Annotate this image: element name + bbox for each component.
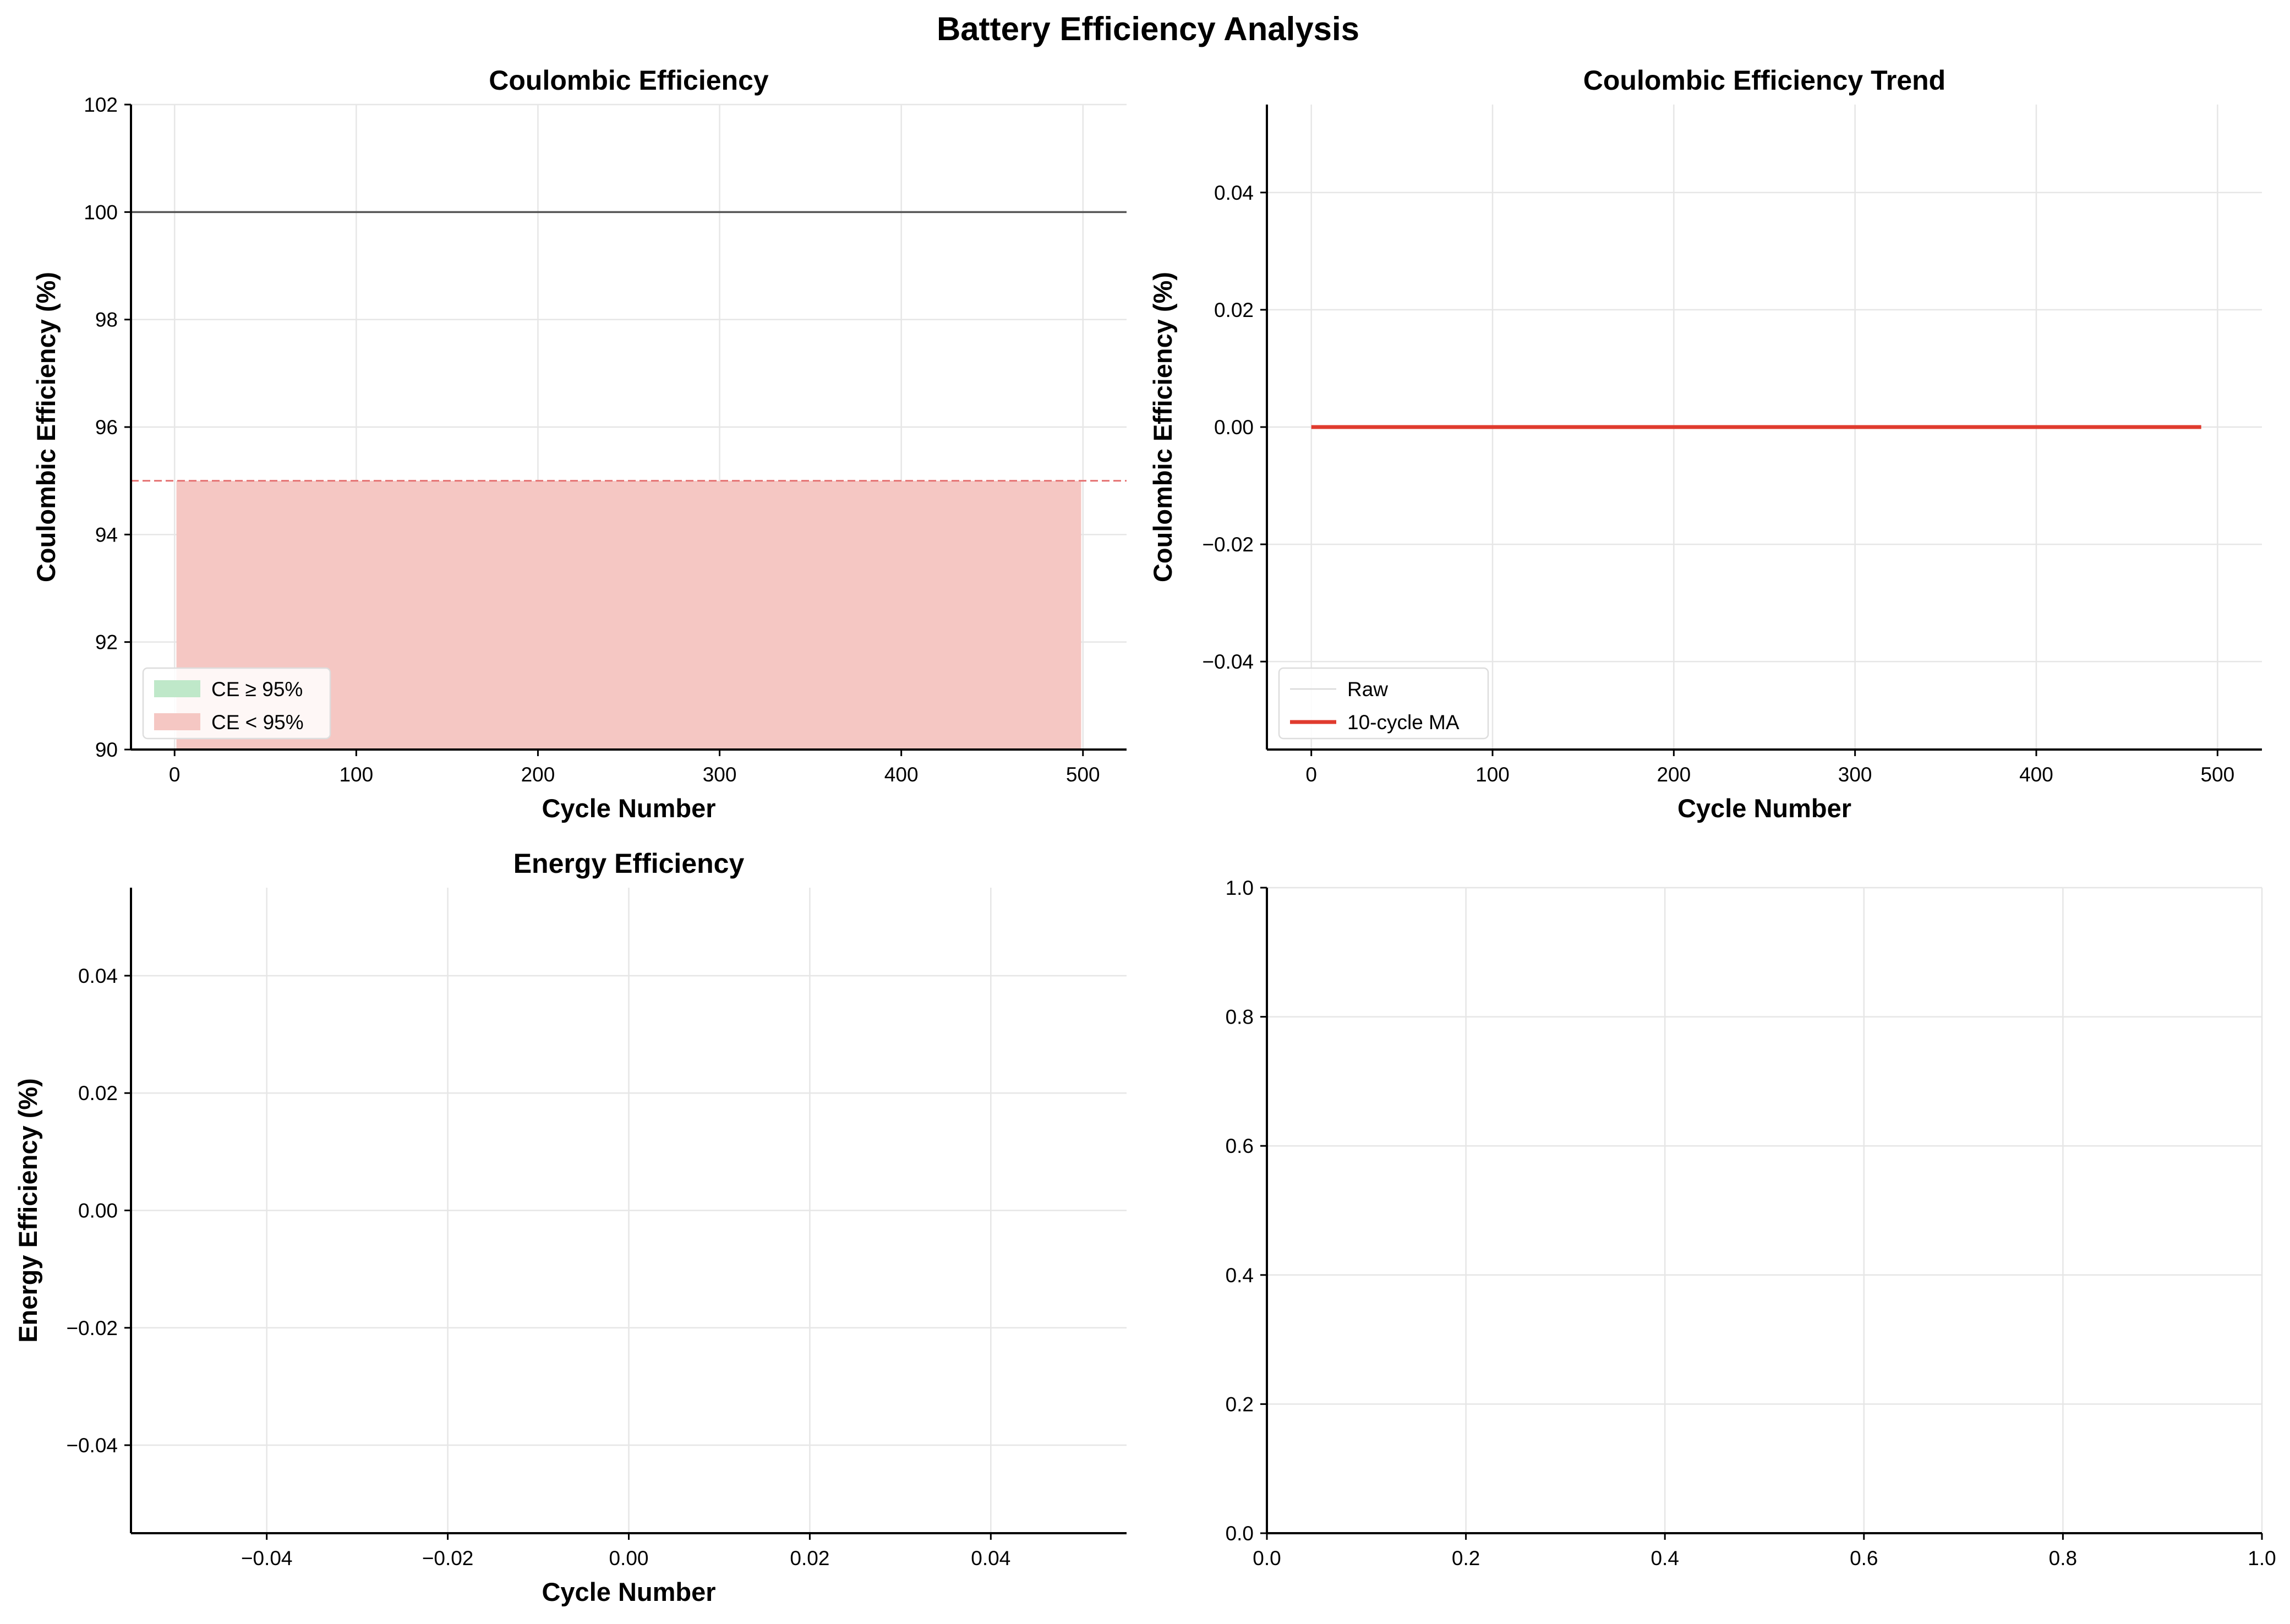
y-tick-label: −0.02	[1202, 533, 1254, 556]
x-tick-label: 300	[1838, 763, 1872, 786]
y-tick-label: 0.4	[1226, 1264, 1254, 1287]
x-axis-label: Cycle Number	[1677, 794, 1851, 823]
y-axis-label: Coulombic Efficiency (%)	[31, 272, 61, 582]
legend-swatch	[154, 713, 200, 730]
panel-title: Coulombic Efficiency Trend	[1583, 65, 1945, 96]
x-tick-label: 0	[1305, 763, 1317, 786]
x-tick-label: −0.02	[422, 1547, 474, 1570]
legend-label: CE < 95%	[211, 711, 304, 734]
y-axis-label: Coulombic Efficiency (%)	[1148, 272, 1177, 582]
x-tick-label: 100	[339, 763, 373, 786]
y-tick-label: 92	[95, 631, 118, 654]
x-tick-label: 400	[884, 763, 919, 786]
x-tick-label: −0.04	[241, 1547, 293, 1570]
panel-coulombic-efficiency-trend: 0 100 200 300 400 500 −0.04 −0.02 0.00 0.02 0.04 Co…	[1148, 65, 2262, 823]
y-tick-label: 0.8	[1226, 1006, 1254, 1029]
y-tick-label: 98	[95, 309, 118, 331]
figure-title: Battery Efficiency Analysis	[937, 10, 1359, 47]
x-tick-label: 500	[1066, 763, 1100, 786]
y-tick-label: −0.04	[1202, 650, 1254, 673]
legend-label: CE ≥ 95%	[211, 678, 303, 701]
panel-energy-efficiency: −0.04 −0.02 0.00 0.02 0.04 −0.04 −0.02 0.00 0.02…	[13, 848, 1127, 1606]
panel-coulombic-efficiency: 0 100 200 300 400 500 90 92 94 96 98 100 102 Coulombi…	[31, 65, 1127, 823]
y-tick-label: 0.6	[1226, 1135, 1254, 1157]
y-tick-label: −0.04	[66, 1434, 118, 1457]
y-tick-label: 90	[95, 739, 118, 761]
x-tick-label: 200	[521, 763, 555, 786]
y-tick-label: −0.02	[66, 1317, 118, 1339]
x-tick-label: 300	[703, 763, 737, 786]
x-tick-label: 0.04	[971, 1547, 1010, 1570]
panel-empty-panel: 0.0 0.2 0.4 0.6 0.8 1.0 0.0 0.2 0.4 0.6 0.8 1.0	[1226, 877, 2276, 1570]
y-tick-label: 0.0	[1226, 1522, 1254, 1545]
y-tick-label: 100	[84, 201, 118, 223]
x-tick-label: 0.00	[609, 1547, 648, 1570]
legend-swatch	[154, 680, 200, 697]
x-tick-label: 0.2	[1452, 1547, 1480, 1570]
y-tick-label: 0.04	[1214, 182, 1254, 204]
x-tick-label: 0.02	[790, 1547, 829, 1570]
x-tick-label: 500	[2200, 763, 2234, 786]
y-tick-label: 94	[95, 523, 118, 546]
x-tick-label: 1.0	[2248, 1547, 2276, 1570]
legend-label: Raw	[1347, 678, 1388, 701]
y-axis-label: Energy Efficiency (%)	[13, 1078, 42, 1343]
x-tick-label: 200	[1657, 763, 1691, 786]
y-tick-label: 0.02	[1214, 299, 1254, 321]
y-tick-label: 1.0	[1226, 877, 1254, 899]
y-tick-label: 0.04	[78, 965, 118, 987]
y-tick-label: 0.02	[78, 1082, 118, 1104]
panel-title: Energy Efficiency	[513, 848, 745, 879]
y-tick-label: 0.00	[1214, 416, 1254, 439]
legend-label: 10-cycle MA	[1347, 711, 1460, 734]
x-tick-label: 0	[169, 763, 181, 786]
x-tick-label: 0.0	[1253, 1547, 1281, 1570]
y-tick-label: 0.2	[1226, 1393, 1254, 1415]
x-tick-label: 0.4	[1650, 1547, 1679, 1570]
y-tick-label: 102	[84, 94, 118, 116]
x-tick-label: 400	[2019, 763, 2053, 786]
y-tick-label: 0.00	[78, 1200, 118, 1222]
panel-title: Coulombic Efficiency	[489, 65, 769, 96]
x-tick-label: 0.6	[1850, 1547, 1878, 1570]
x-tick-label: 100	[1475, 763, 1510, 786]
x-axis-label: Cycle Number	[542, 794, 715, 823]
x-axis-label: Cycle Number	[542, 1577, 715, 1606]
x-tick-label: 0.8	[2049, 1547, 2077, 1570]
y-tick-label: 96	[95, 416, 118, 439]
